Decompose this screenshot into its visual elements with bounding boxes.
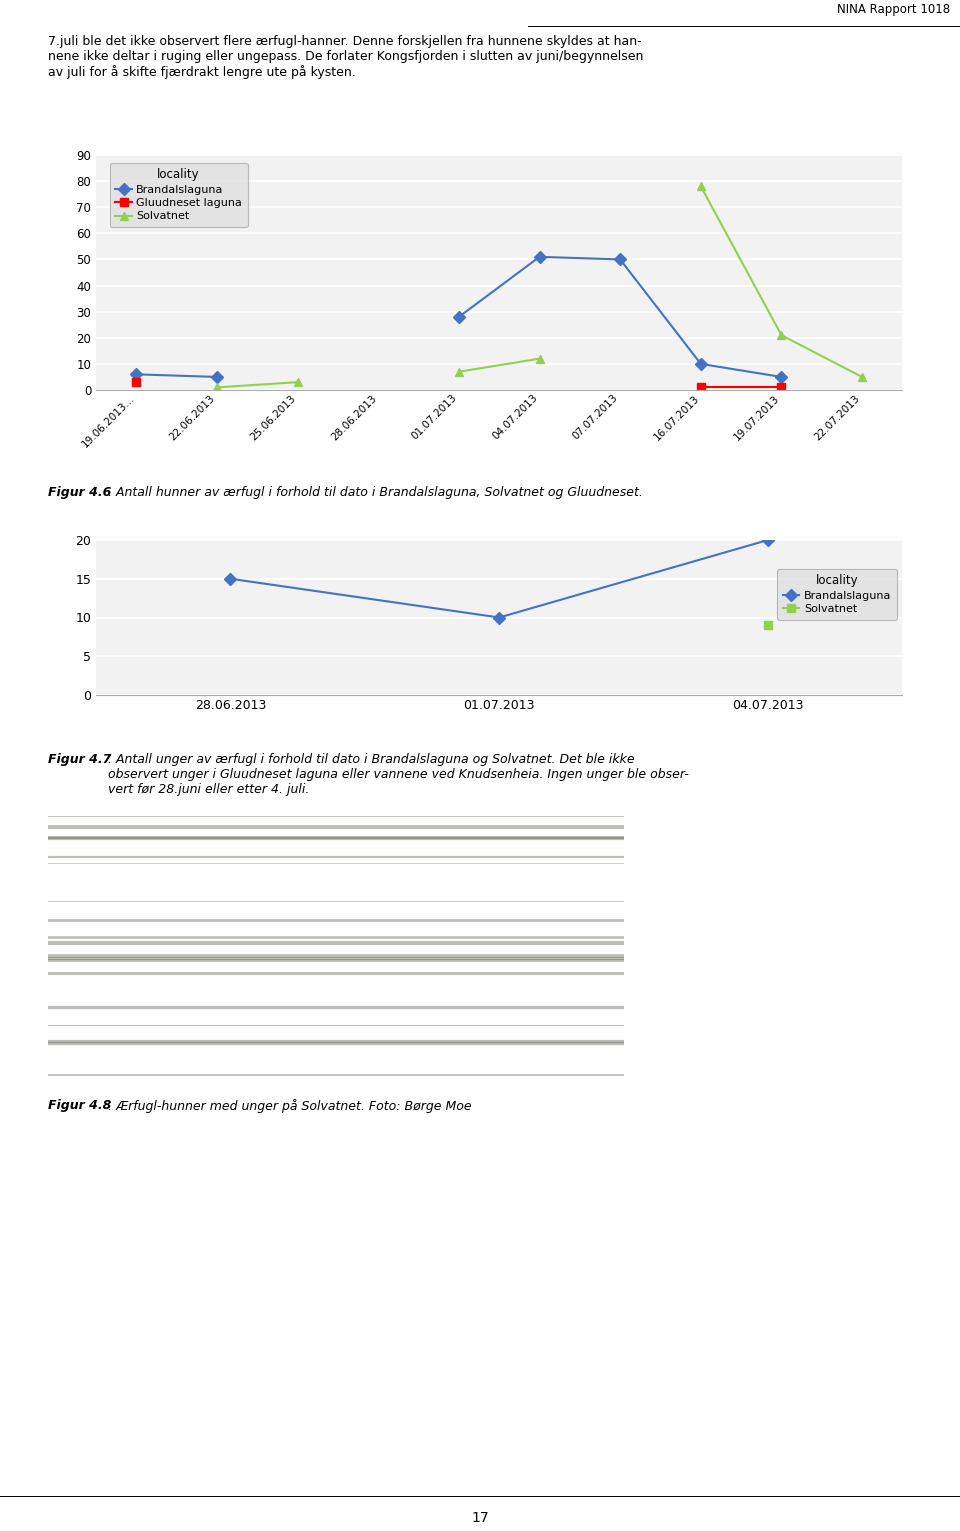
- Line: Solvatnet: Solvatnet: [764, 622, 772, 629]
- Text: 17: 17: [471, 1511, 489, 1525]
- Text: Figur 4.7: Figur 4.7: [48, 753, 111, 766]
- Text: Figur 4.8: Figur 4.8: [48, 1099, 111, 1112]
- Solvatnet: [695, 178, 707, 196]
- Line: Brandalslaguna: Brandalslaguna: [227, 536, 772, 622]
- Brandalslaguna: [762, 531, 774, 550]
- Text: NINA Rapport 1018: NINA Rapport 1018: [837, 3, 950, 15]
- Solvatnet: [534, 349, 545, 367]
- Gluudneset laguna: [131, 374, 142, 392]
- Brandalslaguna: [776, 367, 787, 386]
- Solvatnet: [292, 374, 303, 392]
- Solvatnet: [211, 378, 223, 397]
- Text: 7.juli ble det ikke observert flere ærfugl-hanner. Denne forskjellen fra hunnene: 7.juli ble det ikke observert flere ærfu…: [48, 35, 643, 80]
- Line: Brandalslaguna: Brandalslaguna: [132, 253, 785, 381]
- Brandalslaguna: [493, 608, 505, 626]
- Legend: Brandalslaguna, Solvatnet: Brandalslaguna, Solvatnet: [778, 570, 897, 620]
- Gluudneset laguna: [695, 378, 707, 397]
- Brandalslaguna: [614, 250, 626, 268]
- Text: . Antall unger av ærfugl i forhold til dato i Brandalslaguna og Solvatnet. Det b: . Antall unger av ærfugl i forhold til d…: [108, 753, 689, 796]
- Brandalslaguna: [453, 308, 465, 326]
- Text: Figur 4.6: Figur 4.6: [48, 487, 111, 499]
- Solvatnet: [776, 326, 787, 344]
- Brandalslaguna: [211, 367, 223, 386]
- Line: Solvatnet: Solvatnet: [213, 182, 866, 392]
- Brandalslaguna: [131, 366, 142, 384]
- Brandalslaguna: [225, 570, 236, 588]
- Line: Gluudneset laguna: Gluudneset laguna: [132, 378, 785, 392]
- Solvatnet: [453, 363, 465, 381]
- Legend: Brandalslaguna, Gluudneset laguna, Solvatnet: Brandalslaguna, Gluudneset laguna, Solva…: [109, 162, 248, 227]
- Brandalslaguna: [534, 248, 545, 266]
- Solvatnet: [856, 367, 868, 386]
- Text: . Ærfugl-hunner med unger på Solvatnet. Foto: Børge Moe: . Ærfugl-hunner med unger på Solvatnet. …: [108, 1099, 471, 1113]
- Brandalslaguna: [695, 355, 707, 374]
- Text: . Antall hunner av ærfugl i forhold til dato i Brandalslaguna, Solvatnet og Gluu: . Antall hunner av ærfugl i forhold til …: [108, 487, 643, 499]
- Solvatnet: [762, 615, 774, 634]
- Gluudneset laguna: [776, 378, 787, 397]
